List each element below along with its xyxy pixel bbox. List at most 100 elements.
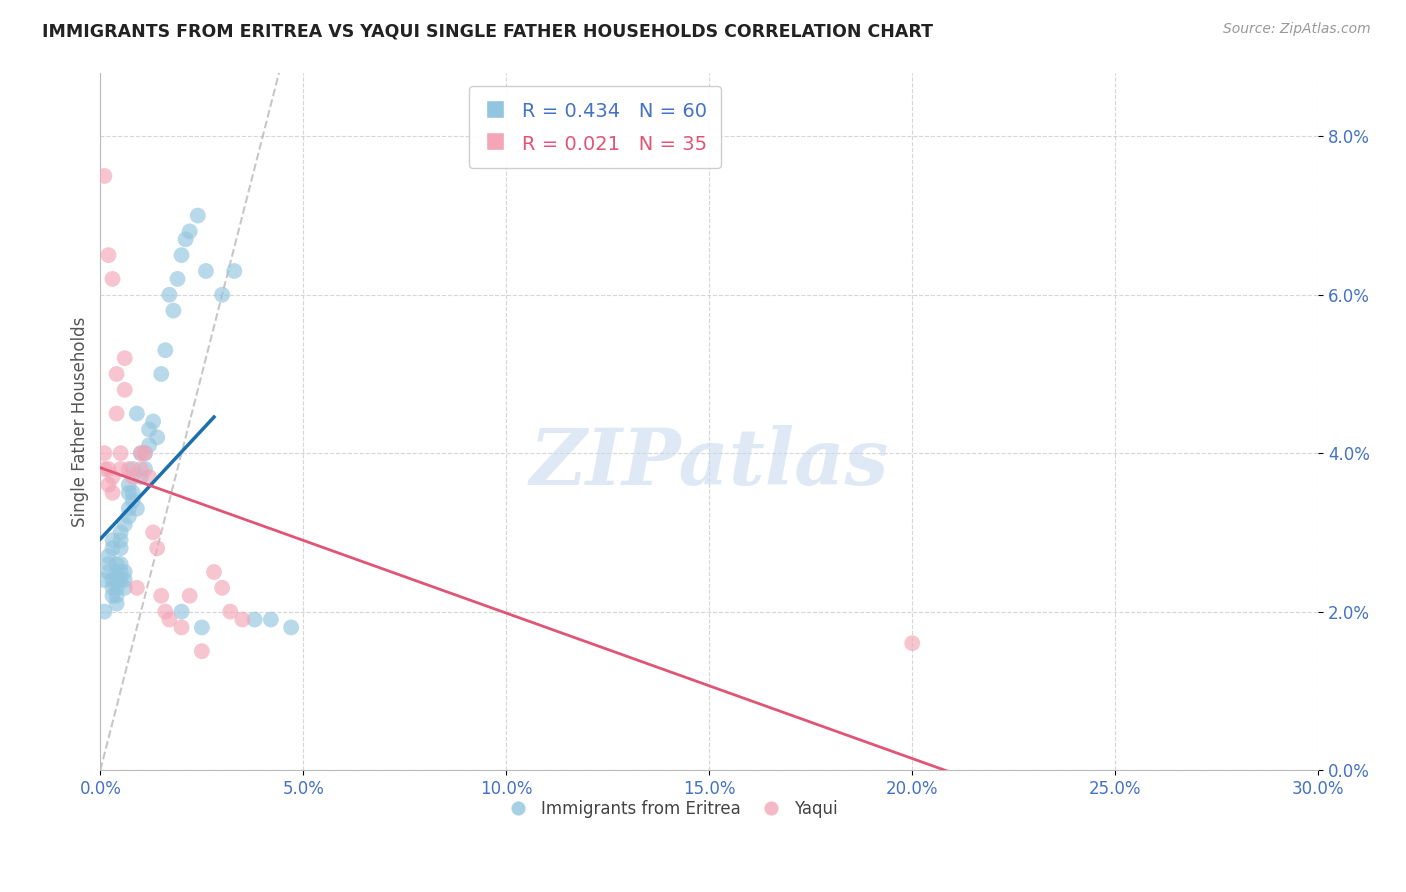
Point <box>110 533 132 548</box>
Point <box>97 248 120 262</box>
Point <box>170 620 193 634</box>
Point <box>170 248 193 262</box>
Point <box>138 470 160 484</box>
Point <box>110 541 132 556</box>
Point <box>114 581 136 595</box>
Point <box>114 565 136 579</box>
Point <box>121 493 143 508</box>
Point <box>93 462 115 476</box>
Point <box>93 573 115 587</box>
Point <box>118 478 141 492</box>
Point <box>118 509 141 524</box>
Point <box>202 565 225 579</box>
Point <box>125 501 148 516</box>
Point <box>101 533 124 548</box>
Point <box>125 581 148 595</box>
Point <box>101 581 124 595</box>
Point <box>211 581 233 595</box>
Point <box>219 605 242 619</box>
Point <box>224 264 246 278</box>
Point <box>146 430 169 444</box>
Point <box>170 605 193 619</box>
Point <box>105 597 128 611</box>
Text: ZIPatlas: ZIPatlas <box>530 425 889 501</box>
Point <box>105 367 128 381</box>
Point <box>138 422 160 436</box>
Point <box>150 367 173 381</box>
Point <box>191 644 214 658</box>
Y-axis label: Single Father Households: Single Father Households <box>72 317 89 526</box>
Point <box>97 478 120 492</box>
Point <box>187 209 209 223</box>
Text: Source: ZipAtlas.com: Source: ZipAtlas.com <box>1223 22 1371 37</box>
Point <box>118 501 141 516</box>
Point <box>110 557 132 571</box>
Point <box>97 549 120 563</box>
Point <box>118 485 141 500</box>
Point <box>101 541 124 556</box>
Point <box>129 446 152 460</box>
Point <box>134 462 156 476</box>
Point <box>93 169 115 183</box>
Point <box>101 573 124 587</box>
Point <box>142 525 165 540</box>
Point <box>179 224 201 238</box>
Point <box>211 287 233 301</box>
Point <box>114 383 136 397</box>
Point <box>101 470 124 484</box>
Legend: Immigrants from Eritrea, Yaqui: Immigrants from Eritrea, Yaqui <box>501 793 845 824</box>
Point <box>121 485 143 500</box>
Point <box>105 565 128 579</box>
Point <box>155 605 177 619</box>
Point <box>260 613 283 627</box>
Point <box>114 573 136 587</box>
Point <box>142 415 165 429</box>
Point <box>110 525 132 540</box>
Point <box>174 232 197 246</box>
Point <box>157 287 180 301</box>
Text: IMMIGRANTS FROM ERITREA VS YAQUI SINGLE FATHER HOUSEHOLDS CORRELATION CHART: IMMIGRANTS FROM ERITREA VS YAQUI SINGLE … <box>42 22 934 40</box>
Point <box>101 589 124 603</box>
Point <box>231 613 253 627</box>
Point <box>179 589 201 603</box>
Point <box>129 446 152 460</box>
Point <box>97 462 120 476</box>
Point <box>118 462 141 476</box>
Point <box>114 351 136 365</box>
Point <box>97 557 120 571</box>
Point <box>105 589 128 603</box>
Point <box>110 573 132 587</box>
Point <box>114 517 136 532</box>
Point <box>101 272 124 286</box>
Point <box>105 407 128 421</box>
Point <box>901 636 924 650</box>
Point <box>157 613 180 627</box>
Point <box>105 557 128 571</box>
Point <box>110 565 132 579</box>
Point <box>155 343 177 358</box>
Point <box>121 462 143 476</box>
Point <box>129 462 152 476</box>
Point <box>280 620 302 634</box>
Point <box>110 446 132 460</box>
Point <box>150 589 173 603</box>
Point <box>121 470 143 484</box>
Point <box>93 605 115 619</box>
Point <box>129 470 152 484</box>
Point <box>125 407 148 421</box>
Point <box>134 446 156 460</box>
Point <box>146 541 169 556</box>
Point <box>110 462 132 476</box>
Point <box>97 565 120 579</box>
Point <box>166 272 188 286</box>
Point <box>101 485 124 500</box>
Point <box>105 573 128 587</box>
Point <box>134 446 156 460</box>
Point <box>105 581 128 595</box>
Point <box>194 264 217 278</box>
Point <box>138 438 160 452</box>
Point <box>162 303 184 318</box>
Point <box>243 613 266 627</box>
Point <box>191 620 214 634</box>
Point <box>93 446 115 460</box>
